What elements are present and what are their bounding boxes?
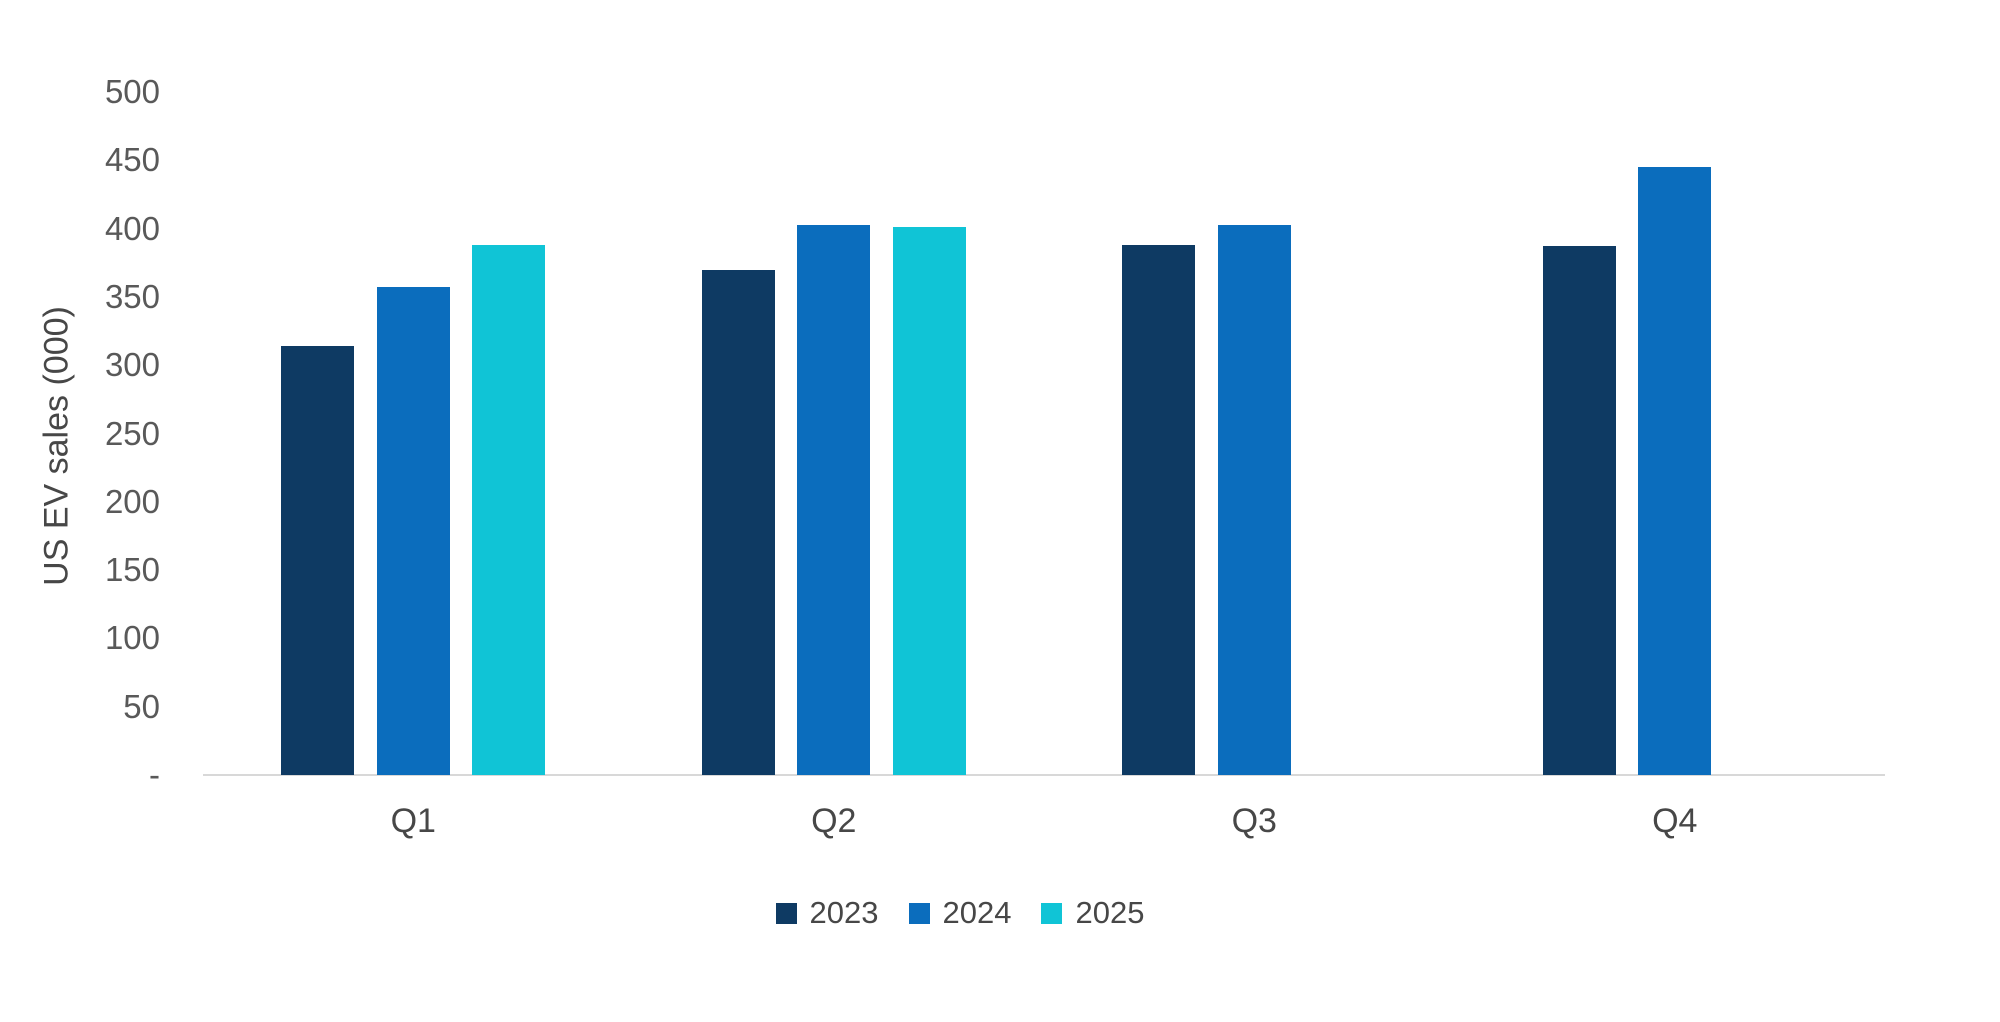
bar-2023-q1 bbox=[281, 346, 355, 775]
y-tick-label-100: 100 bbox=[104, 619, 160, 657]
x-category-label-q2: Q2 bbox=[811, 802, 857, 840]
y-tick-label-350: 350 bbox=[104, 277, 160, 315]
legend-item-2023: 2023 bbox=[775, 895, 879, 930]
y-tick-label-200: 200 bbox=[104, 482, 160, 520]
legend-label-2023: 2023 bbox=[809, 895, 879, 930]
y-tick-label-150: 150 bbox=[104, 551, 160, 589]
bar-2023-q2 bbox=[701, 269, 775, 775]
y-tick-label-0: - bbox=[149, 756, 160, 793]
legend-label-2024: 2024 bbox=[942, 895, 1012, 930]
legend-item-2025: 2025 bbox=[1041, 897, 1144, 929]
y-tick-label-450: 450 bbox=[104, 141, 160, 179]
x-axis-line bbox=[203, 774, 1885, 776]
x-category-label-q1: Q1 bbox=[390, 802, 436, 840]
bar-2023-q3 bbox=[1122, 244, 1196, 775]
bar-2024-q2 bbox=[797, 224, 871, 775]
bar-2024-q4 bbox=[1638, 167, 1712, 775]
legend-swatch-icon bbox=[1041, 902, 1063, 924]
y-tick-label-300: 300 bbox=[104, 346, 160, 384]
legend-item-2024: 2024 bbox=[908, 895, 1012, 930]
legend-swatch-icon bbox=[908, 902, 930, 924]
bar-2024-q1 bbox=[376, 287, 450, 775]
legend: 2023 2024 2025 bbox=[0, 897, 1920, 929]
x-category-label-q4: Q4 bbox=[1652, 802, 1698, 840]
bar-2025-q2 bbox=[892, 227, 966, 775]
legend-label-2025: 2025 bbox=[1075, 895, 1145, 930]
bar-2024-q3 bbox=[1217, 224, 1291, 775]
bar-2025-q1 bbox=[472, 244, 546, 775]
legend-swatch-icon bbox=[775, 902, 797, 924]
bar-2023-q4 bbox=[1542, 246, 1616, 775]
y-tick-label-250: 250 bbox=[104, 414, 160, 452]
x-category-label-q3: Q3 bbox=[1231, 802, 1277, 840]
y-tick-label-500: 500 bbox=[104, 73, 160, 110]
y-tick-label-50: 50 bbox=[123, 687, 160, 725]
y-tick-label-400: 400 bbox=[104, 209, 160, 247]
